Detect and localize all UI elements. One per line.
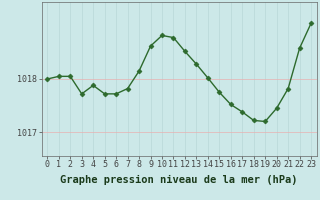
- X-axis label: Graphe pression niveau de la mer (hPa): Graphe pression niveau de la mer (hPa): [60, 175, 298, 185]
